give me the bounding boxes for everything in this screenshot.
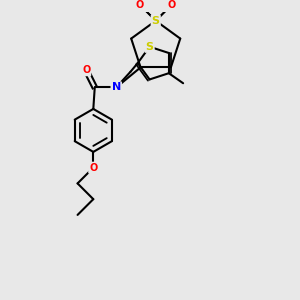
- Text: O: O: [136, 0, 144, 10]
- Text: O: O: [167, 0, 175, 10]
- Text: S: S: [146, 42, 154, 52]
- Text: N: N: [112, 82, 121, 92]
- Text: S: S: [152, 16, 160, 26]
- Text: O: O: [82, 65, 90, 75]
- Text: O: O: [89, 163, 98, 173]
